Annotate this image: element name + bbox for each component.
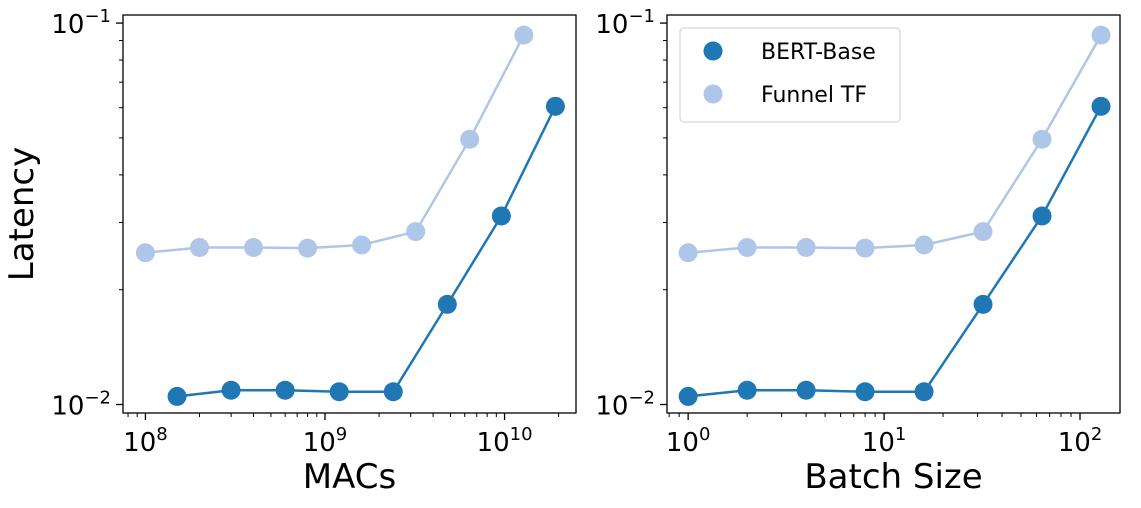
y-axis-label: Latency xyxy=(2,147,42,281)
data-point xyxy=(1091,96,1111,116)
legend-marker xyxy=(703,84,723,104)
data-point xyxy=(678,386,698,406)
data-point xyxy=(352,235,372,255)
x-tick-label: 1010 xyxy=(477,424,533,458)
data-point xyxy=(514,25,534,45)
data-point xyxy=(1032,206,1052,226)
data-point xyxy=(796,238,816,258)
data-point xyxy=(383,382,403,402)
y-tick-label: 10−1 xyxy=(51,6,111,40)
x-tick-label: 102 xyxy=(1058,424,1103,458)
legend-marker xyxy=(703,41,723,61)
data-point xyxy=(545,96,565,116)
legend-label: Funnel TF xyxy=(761,83,867,108)
x-tick-label: 100 xyxy=(666,424,711,458)
data-point xyxy=(737,238,757,258)
data-point xyxy=(221,380,241,400)
data-point xyxy=(437,294,457,314)
data-point xyxy=(678,243,698,263)
x-axis-label: MACs xyxy=(303,457,396,497)
data-point xyxy=(855,238,875,258)
data-point xyxy=(329,382,349,402)
data-point xyxy=(275,380,295,400)
x-tick-label: 101 xyxy=(862,424,907,458)
data-point xyxy=(298,238,318,258)
data-point xyxy=(1091,25,1111,45)
data-point xyxy=(491,206,511,226)
x-axis-label: Batch Size xyxy=(804,457,982,497)
data-point xyxy=(135,243,155,263)
data-point xyxy=(189,238,209,258)
data-point xyxy=(973,294,993,314)
data-point xyxy=(244,238,264,258)
data-point xyxy=(460,129,480,149)
data-point xyxy=(167,386,187,406)
y-tick-label: 10−2 xyxy=(51,388,111,422)
series-line-1 xyxy=(687,105,1103,398)
chart-panel-1: 108 109 1010 10−2 10−1 MACs Latency xyxy=(2,6,577,497)
plot-frame xyxy=(122,14,577,414)
legend-label: BERT-Base xyxy=(761,40,876,65)
data-point xyxy=(914,235,934,255)
data-point xyxy=(1032,129,1052,149)
data-point xyxy=(973,222,993,242)
data-point xyxy=(406,222,426,242)
y-tick-label: 10−2 xyxy=(595,388,655,422)
data-point xyxy=(796,380,816,400)
data-point xyxy=(855,382,875,402)
x-tick-label: 109 xyxy=(303,424,348,458)
chart-panel-2: 100 101 102 10−2 10−1 Batch Size BERT-Base Funn… xyxy=(595,6,1121,497)
legend-box xyxy=(679,27,901,123)
data-point xyxy=(737,380,757,400)
x-tick-label: 108 xyxy=(123,424,168,458)
plot-frame xyxy=(666,14,1121,414)
legend: BERT-Base Funnel TF xyxy=(679,27,901,123)
y-tick-label: 10−1 xyxy=(595,6,655,40)
data-point xyxy=(914,382,934,402)
series-line-2 xyxy=(687,34,1103,254)
